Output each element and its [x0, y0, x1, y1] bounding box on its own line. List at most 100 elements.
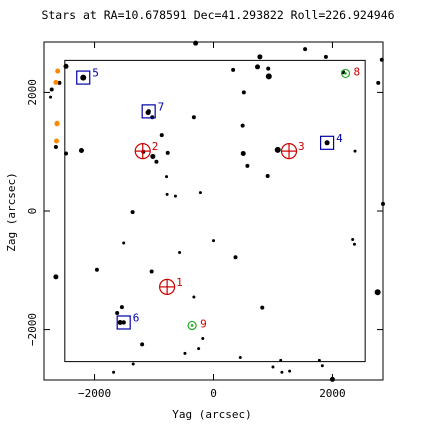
acq-star-point	[146, 109, 151, 114]
y-tick-label: −2000	[26, 313, 39, 346]
star-point	[265, 73, 272, 80]
star-point	[192, 295, 196, 299]
fid-light-dot	[190, 324, 194, 327]
fid-light-markers: 89	[187, 65, 361, 331]
star-point	[198, 191, 202, 195]
y-axis-label: Zag (arcsec)	[5, 172, 18, 251]
x-axis-ticks: −2000 0 2000	[78, 42, 346, 400]
star-point	[245, 163, 250, 168]
fid-light-dot	[344, 72, 347, 75]
acq-star-label: 5	[92, 67, 99, 80]
guide-star-label: 2	[152, 140, 159, 153]
guide-star-label: 1	[176, 276, 183, 289]
star-point	[323, 54, 328, 59]
star-point	[53, 144, 58, 149]
star-point	[265, 174, 270, 179]
fid-light-label: 8	[354, 65, 361, 78]
star-point	[130, 210, 135, 215]
star-point	[115, 310, 120, 315]
star-point	[257, 54, 263, 60]
star-point	[260, 305, 265, 310]
star-point	[303, 47, 308, 52]
fid-light-circle	[340, 68, 351, 79]
bad-star-point	[55, 68, 61, 74]
star-point	[240, 150, 246, 156]
star-point	[238, 355, 242, 359]
star-point	[266, 66, 271, 71]
star-point	[63, 63, 69, 69]
star-point	[159, 133, 164, 138]
acq-star-box	[116, 315, 131, 330]
star-point	[255, 64, 261, 70]
star-point	[241, 90, 246, 95]
star-point	[379, 57, 384, 62]
acq-star-point	[81, 75, 86, 80]
star-point	[112, 370, 116, 374]
star-point	[201, 336, 205, 340]
star-point	[78, 148, 84, 154]
bad-star-point	[53, 79, 59, 85]
x-tick-label: −2000	[78, 387, 111, 400]
star-point	[49, 95, 53, 99]
star-point	[191, 115, 196, 120]
acq-star-box	[319, 135, 335, 150]
star-point	[49, 87, 54, 92]
acq-star-label: 4	[336, 132, 343, 145]
acq-star-label: 7	[158, 100, 165, 113]
star-point	[94, 267, 99, 272]
star-point	[233, 255, 238, 260]
y-tick-label: 0	[26, 208, 39, 215]
x-axis-label: Yag (arcsec)	[172, 408, 251, 421]
x-tick-label: 0	[210, 387, 217, 400]
star-point	[154, 159, 159, 164]
star-markers	[49, 40, 385, 382]
star-point	[165, 192, 169, 196]
star-point	[178, 251, 182, 255]
star-point	[183, 351, 187, 355]
star-point	[140, 342, 145, 347]
star-point	[212, 239, 215, 243]
acq-star-point	[121, 320, 126, 325]
star-point	[351, 237, 355, 241]
star-point	[122, 241, 126, 245]
star-point	[381, 201, 385, 206]
acq-star-markers: 4 5 6 7	[76, 67, 343, 330]
x-tick-label: 2000	[319, 387, 346, 400]
star-point	[149, 269, 154, 274]
star-point	[57, 80, 62, 85]
star-point	[280, 370, 284, 374]
star-point	[165, 175, 169, 179]
acq-star-box	[76, 70, 91, 85]
star-point	[117, 319, 123, 325]
acq-star-point	[324, 140, 330, 146]
bad-star-point	[53, 138, 59, 144]
star-point	[240, 123, 245, 128]
star-point	[64, 151, 69, 156]
chart-title: Stars at RA=10.678591 Dec=41.293822 Roll…	[41, 8, 394, 22]
acq-star-box	[141, 104, 156, 119]
acq-star-label: 6	[133, 311, 140, 324]
star-point	[320, 364, 324, 368]
star-point	[374, 289, 381, 296]
star-point	[353, 149, 357, 153]
fid-light-circle	[187, 320, 197, 331]
star-point	[288, 369, 292, 373]
star-point	[231, 67, 236, 72]
y-tick-label: 2000	[26, 79, 39, 106]
field-of-view-box	[64, 59, 366, 363]
y-axis-ticks: −2000 0 2000	[26, 79, 383, 346]
bad-star-point	[54, 120, 60, 126]
fid-light-label: 9	[200, 317, 207, 330]
star-point	[150, 153, 156, 159]
star-point	[271, 365, 275, 369]
star-point	[165, 150, 170, 155]
star-point	[352, 242, 356, 246]
star-point	[274, 146, 281, 153]
star-point	[119, 305, 124, 310]
star-point	[173, 194, 177, 198]
star-point	[131, 362, 135, 366]
guide-star-markers: 1 2 3	[134, 140, 305, 296]
star-point	[279, 358, 283, 362]
star-point	[329, 376, 335, 382]
